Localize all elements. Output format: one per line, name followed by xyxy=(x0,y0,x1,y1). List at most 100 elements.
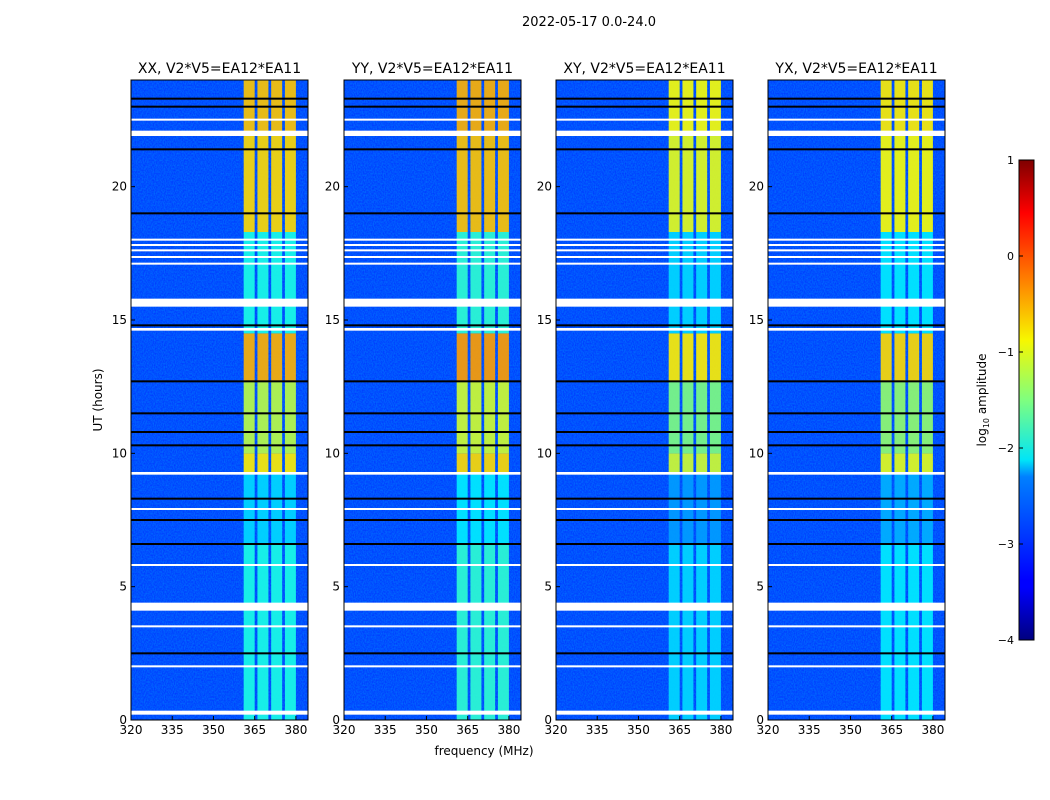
zero-row xyxy=(344,497,521,500)
x-tick-label: 365 xyxy=(456,723,479,737)
zero-row xyxy=(131,412,308,415)
zero-row xyxy=(344,148,521,151)
flagged-row xyxy=(556,472,733,475)
zero-row xyxy=(344,543,521,545)
heatmap-cell xyxy=(284,453,296,472)
x-tick-label: 380 xyxy=(497,723,520,737)
heatmap-cell xyxy=(497,133,509,232)
flagged-row xyxy=(768,249,945,252)
flagged-row xyxy=(768,625,945,628)
flagged-row xyxy=(768,262,945,265)
flagged-row xyxy=(131,472,308,475)
heatmap-cell xyxy=(894,333,906,382)
heatmap-cell xyxy=(682,232,694,334)
heatmap-cell xyxy=(880,232,892,334)
flagged-row xyxy=(556,244,733,246)
heatmap-cell xyxy=(284,232,296,334)
flagged-row xyxy=(131,130,308,136)
heatmap-cell xyxy=(257,453,269,472)
heatmap-cell xyxy=(456,381,468,454)
panel-title: YX, V2*V5=EA12*EA11 xyxy=(774,61,937,77)
zero-row xyxy=(768,412,945,415)
y-tick-label: 0 xyxy=(544,713,552,727)
zero-row xyxy=(768,97,945,100)
heatmap-cell xyxy=(668,453,680,472)
heatmap-cell xyxy=(894,232,906,334)
heatmap-cell xyxy=(894,453,906,472)
heatmap-cell xyxy=(696,453,708,472)
heatmap-cell xyxy=(894,381,906,454)
colorbar-gradient xyxy=(1018,159,1035,641)
flagged-row xyxy=(768,472,945,475)
zero-row xyxy=(344,444,521,447)
y-tick-label: 0 xyxy=(332,713,340,727)
flagged-row xyxy=(344,328,521,331)
flagged-row xyxy=(344,602,521,611)
x-tick-label: 365 xyxy=(668,723,691,737)
zero-row xyxy=(768,543,945,545)
zero-row xyxy=(131,444,308,447)
flagged-row xyxy=(344,262,521,265)
flagged-row xyxy=(344,249,521,252)
flagged-row xyxy=(768,298,945,307)
zero-row xyxy=(556,412,733,415)
heatmap-cell xyxy=(894,544,906,720)
heatmap-cell xyxy=(484,133,496,232)
x-tick-label: 350 xyxy=(839,723,862,737)
panel-frame xyxy=(130,79,309,721)
flagged-row xyxy=(556,665,733,668)
heatmap-cell xyxy=(257,232,269,334)
heatmap-cell xyxy=(682,453,694,472)
heatmap-cell xyxy=(456,544,468,720)
y-tick-label: 15 xyxy=(537,313,552,327)
flagged-row xyxy=(131,244,308,246)
flagged-row xyxy=(344,508,521,510)
y-tick-label: 20 xyxy=(325,180,340,194)
heatmap-cell xyxy=(668,133,680,232)
flagged-row xyxy=(131,508,308,510)
x-tick-label: 320 xyxy=(545,723,568,737)
flagged-row xyxy=(556,249,733,252)
zero-row xyxy=(344,105,521,108)
flagged-row xyxy=(556,602,733,611)
flagged-row xyxy=(131,256,308,258)
flagged-row xyxy=(556,118,733,121)
heatmap-cell xyxy=(470,381,482,454)
heatmap-cell xyxy=(709,232,721,334)
y-tick-label: 15 xyxy=(749,313,764,327)
zero-row xyxy=(556,324,733,327)
heatmap-cell xyxy=(284,133,296,232)
zero-row xyxy=(344,212,521,215)
zero-row xyxy=(131,105,308,108)
flagged-row xyxy=(131,262,308,265)
heatmap-cell xyxy=(284,333,296,382)
heatmap-cell xyxy=(284,544,296,720)
heatmap-cell xyxy=(497,453,509,472)
zero-row xyxy=(768,431,945,433)
panel-frame xyxy=(555,79,734,721)
zero-row xyxy=(556,105,733,108)
panel-title: XY, V2*V5=EA12*EA11 xyxy=(563,61,725,77)
colorbar-label: log10 amplitude xyxy=(975,354,991,447)
heatmap-cell xyxy=(257,381,269,454)
flagged-row xyxy=(344,130,521,136)
zero-row xyxy=(344,412,521,415)
heatmap-cell xyxy=(880,453,892,472)
zero-row xyxy=(131,431,308,433)
heatmap-cell xyxy=(908,333,920,382)
x-tick-label: 320 xyxy=(757,723,780,737)
panel-frame xyxy=(767,79,946,721)
heatmap-cell xyxy=(271,381,283,454)
zero-row xyxy=(344,380,521,383)
y-tick-label: 20 xyxy=(537,180,552,194)
flagged-row xyxy=(556,238,733,241)
x-tick-label: 350 xyxy=(202,723,225,737)
x-tick-label: 335 xyxy=(374,723,397,737)
zero-row xyxy=(344,324,521,327)
heatmap-cell xyxy=(696,232,708,334)
zero-row xyxy=(768,519,945,521)
heatmap-cell xyxy=(484,453,496,472)
flagged-row xyxy=(131,238,308,241)
zero-row xyxy=(131,497,308,500)
